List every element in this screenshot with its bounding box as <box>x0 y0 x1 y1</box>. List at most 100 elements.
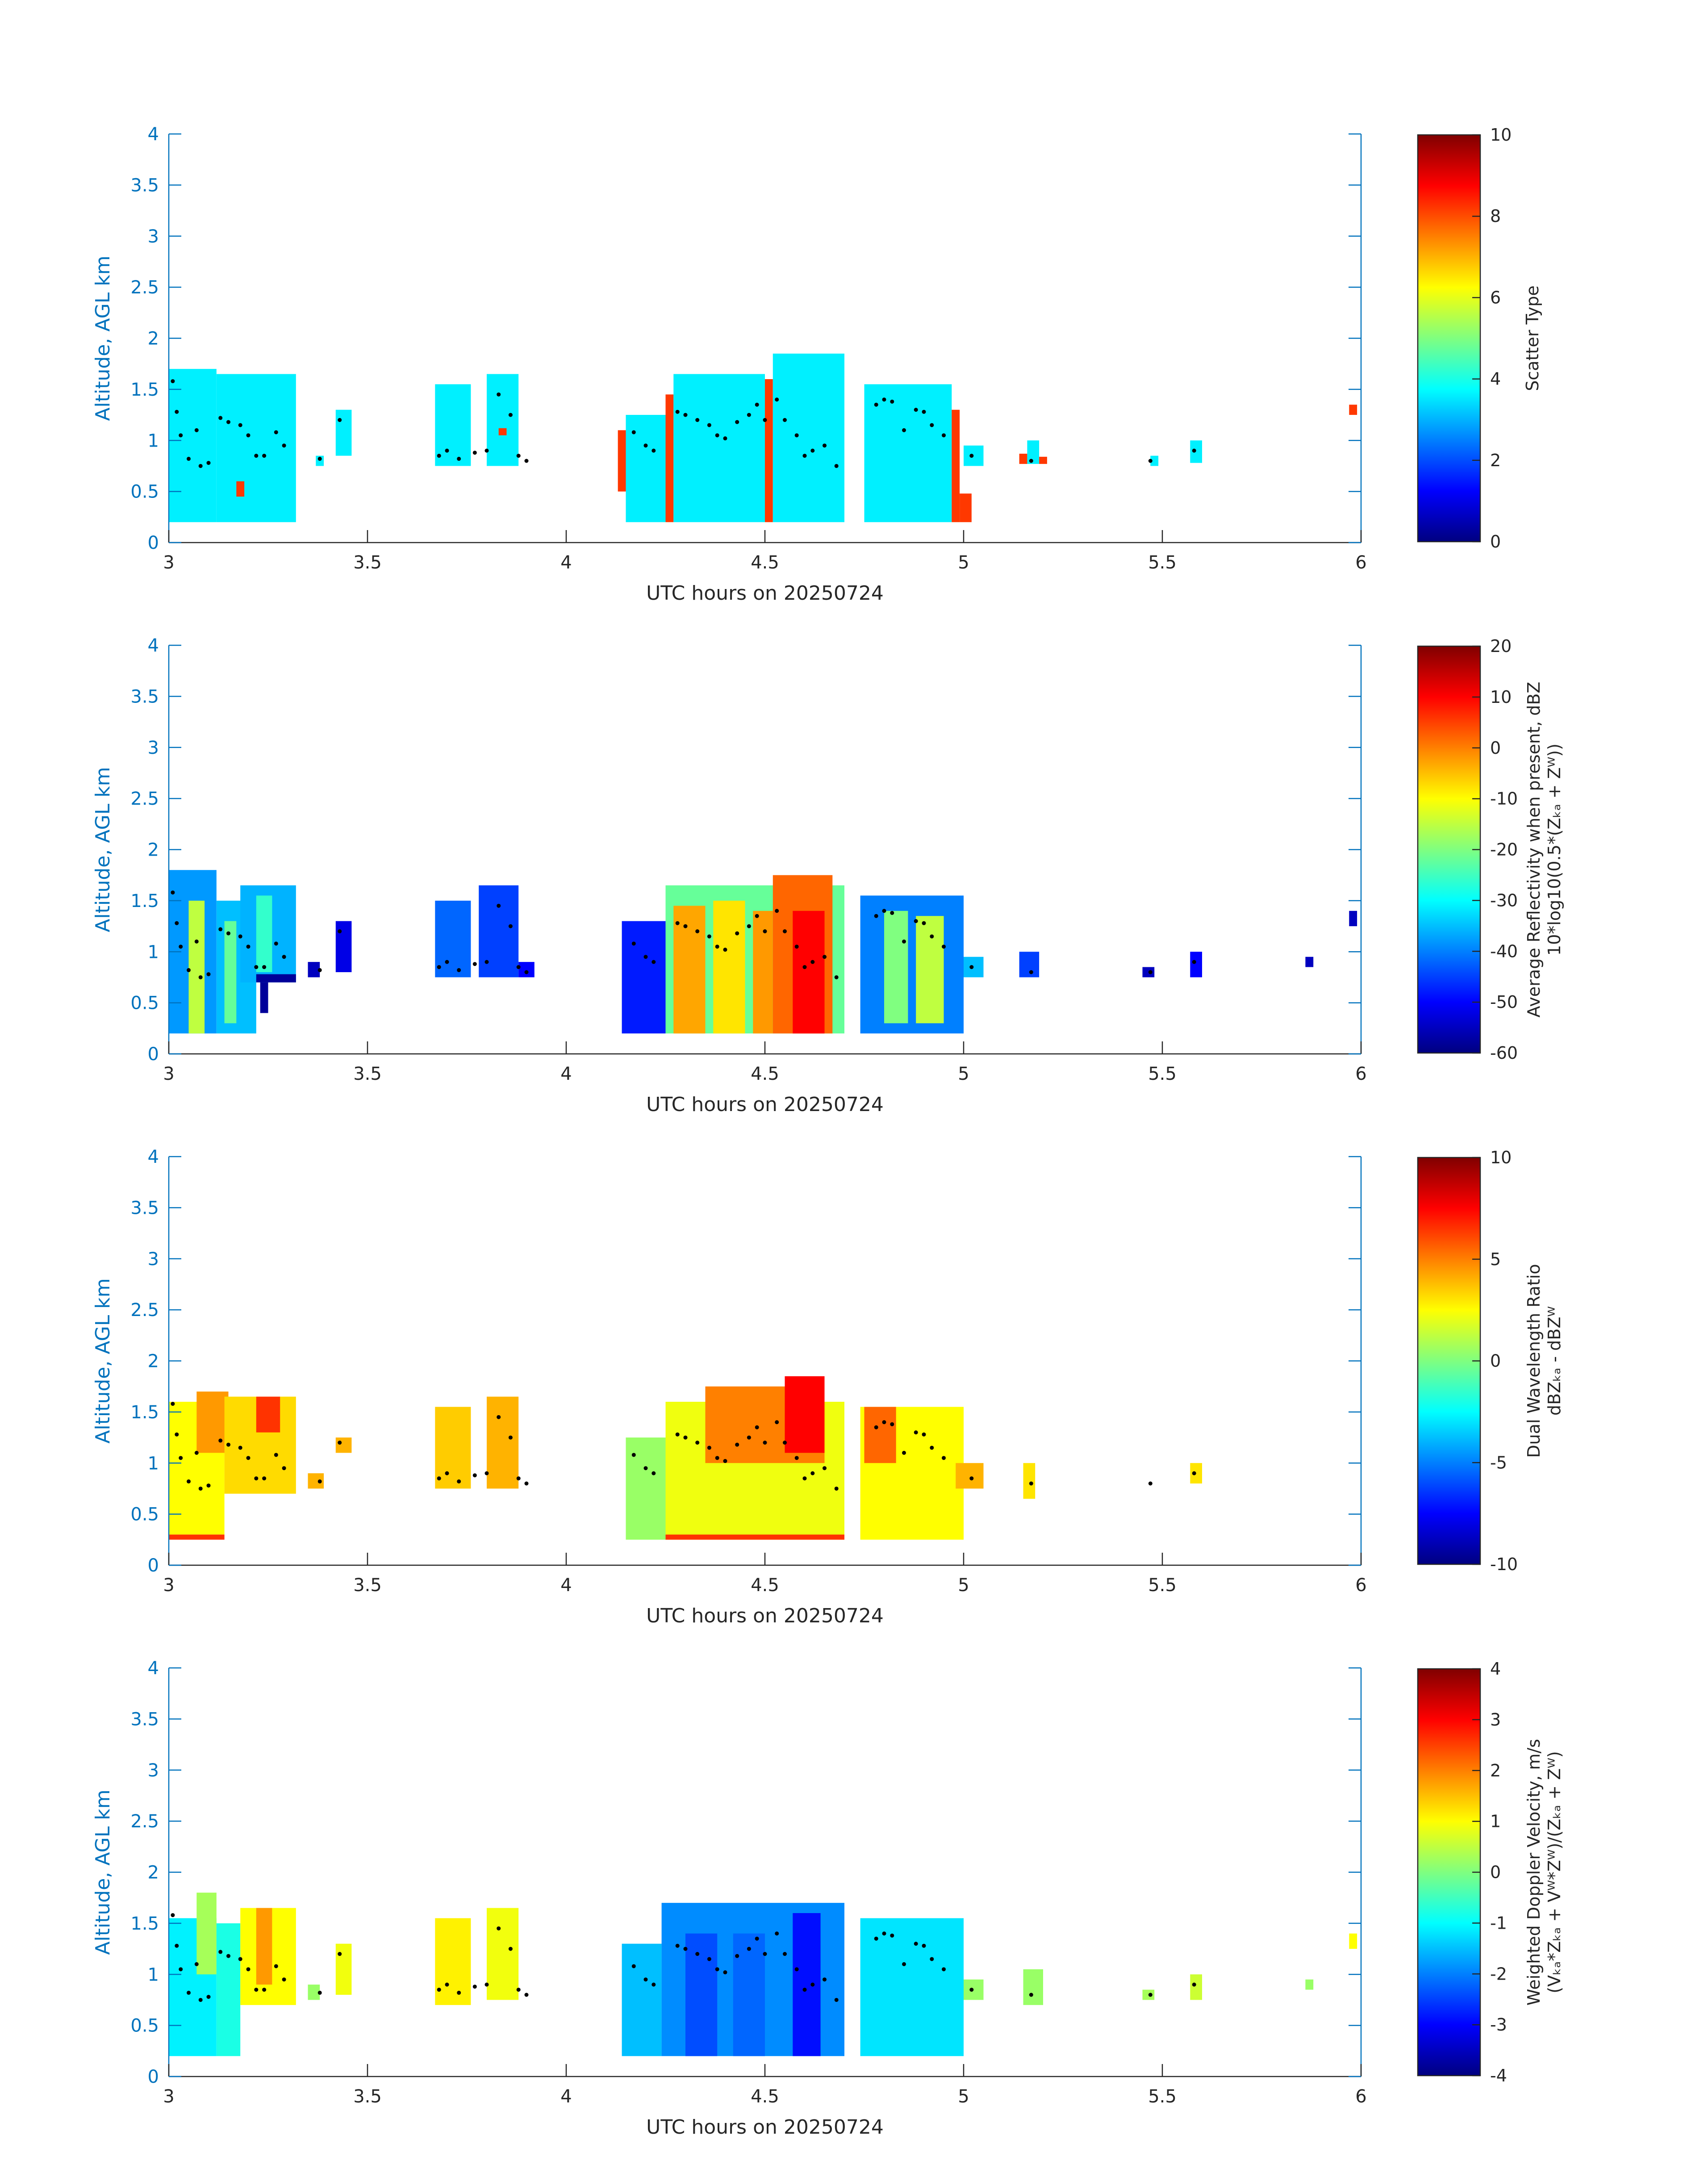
marker-dot <box>226 1954 230 1958</box>
marker-dot <box>338 418 342 422</box>
marker-dot <box>179 1967 183 1972</box>
marker-dot <box>747 1435 751 1440</box>
colorbar-tick-label: -20 <box>1490 840 1518 860</box>
marker-dot <box>882 397 886 402</box>
marker-dot <box>775 1420 779 1425</box>
y-tick-label: 2 <box>148 1863 159 1883</box>
marker-dot <box>675 1943 680 1948</box>
colorbar-tick-label: -2 <box>1490 1964 1507 1984</box>
colorbar-tick-label: -10 <box>1490 789 1518 809</box>
marker-dot <box>437 454 441 458</box>
marker-dot <box>810 1471 815 1475</box>
heatmap-cell <box>308 962 320 978</box>
colorbar-tick-label: 1 <box>1490 1812 1501 1831</box>
y-axis-label: Altitude, AGL km <box>92 1789 114 1955</box>
colorbar-tick-label: -1 <box>1490 1913 1507 1933</box>
marker-dot <box>1148 1481 1153 1486</box>
heatmap-cell <box>196 1391 229 1453</box>
marker-dot <box>317 968 322 972</box>
x-axis-label: UTC hours on 20250724 <box>646 2116 884 2139</box>
colorbar-label: Average Reflectivity when present, dBZ <box>1524 682 1544 1018</box>
marker-dot <box>922 1943 926 1948</box>
heatmap-cell <box>335 921 352 972</box>
marker-dot <box>187 968 191 972</box>
marker-dot <box>747 924 751 928</box>
marker-dot <box>695 929 700 933</box>
x-tick-label: 4.5 <box>751 552 779 573</box>
x-tick-label: 5.5 <box>1148 1064 1177 1084</box>
x-tick-label: 4 <box>560 1064 572 1084</box>
marker-dot <box>282 1977 286 1982</box>
y-tick-label: 1.5 <box>130 380 159 400</box>
heatmap-cell <box>622 921 666 1034</box>
marker-dot <box>707 1957 711 1961</box>
marker-dot <box>874 1936 878 1941</box>
marker-dot <box>874 402 878 407</box>
chart-panel-2: 3 3.5 4 4.5 5 5.5 6 0 0.5 1 1.5 2 2.5 3 3.5 4 UTC hours … <box>92 635 1564 1116</box>
marker-dot <box>262 1988 267 1992</box>
heatmap-cell <box>435 1918 471 2005</box>
heatmap-cell <box>224 921 237 1024</box>
marker-dots <box>171 1913 1196 2002</box>
x-tick-label: 4 <box>560 1575 572 1596</box>
panels: 3 3.5 4 4.5 5 5.5 6 0 0.5 1 1.5 2 2.5 3 3.5 4 UTC hours … <box>92 124 1564 2139</box>
x-tick-label: 4 <box>560 2086 572 2107</box>
marker-dot <box>226 1442 230 1447</box>
marker-dot <box>763 1952 767 1956</box>
marker-dot <box>171 1913 175 1918</box>
x-axis-label: UTC hours on 20250724 <box>646 582 884 605</box>
marker-dot <box>457 456 461 461</box>
y-tick-label: 3 <box>148 1760 159 1781</box>
marker-dot <box>282 955 286 959</box>
marker-dot <box>643 1977 648 1982</box>
marker-dot <box>942 1967 946 1972</box>
marker-dot <box>238 934 242 939</box>
marker-dot <box>834 1486 839 1491</box>
marker-dot <box>695 1952 700 1956</box>
marker-dot <box>723 436 727 441</box>
marker-dot <box>484 448 489 453</box>
x-tick-label: 5 <box>958 1064 969 1084</box>
y-tick-label: 3 <box>148 1249 159 1270</box>
marker-dot <box>238 423 242 427</box>
colorbar-label: Dual Wavelength Ratio <box>1524 1264 1544 1458</box>
marker-dot <box>834 1997 839 2002</box>
marker-dot <box>823 443 827 448</box>
colorbar-gradient <box>1417 134 1481 543</box>
marker-dot <box>651 448 656 453</box>
marker-dot <box>445 1471 449 1475</box>
colorbar-tick-label: -50 <box>1490 992 1518 1012</box>
marker-dot <box>238 1446 242 1450</box>
marker-dot <box>882 909 886 913</box>
marker-dot <box>755 1425 759 1429</box>
marker-dot <box>472 1473 477 1478</box>
marker-dot <box>810 448 815 453</box>
marker-dot <box>338 1441 342 1445</box>
marker-dot <box>834 975 839 979</box>
heatmap-cell <box>860 1918 964 2056</box>
marker-dot <box>274 1453 278 1457</box>
marker-dot <box>262 1476 267 1481</box>
heatmap-cell <box>1027 440 1040 464</box>
heatmap-cell <box>196 1893 217 1975</box>
marker-dot <box>651 960 656 964</box>
heatmap-cell <box>765 379 773 522</box>
marker-dot <box>1029 970 1033 974</box>
y-tick-label: 4 <box>148 1147 159 1167</box>
marker-dot <box>1148 970 1153 974</box>
marker-dot <box>175 921 179 925</box>
marker-dot <box>226 931 230 936</box>
colorbar-label: dBZₖₐ - dBZᵂ <box>1545 1306 1564 1416</box>
colorbar-tick-label: -10 <box>1490 1554 1518 1574</box>
x-tick-label: 3.5 <box>353 1575 382 1596</box>
y-tick-label: 3 <box>148 738 159 758</box>
marker-dot <box>969 965 974 969</box>
marker-dot <box>783 418 787 422</box>
heatmap-cell <box>1305 1979 1314 1990</box>
marker-dot <box>735 1442 739 1447</box>
heatmap-cell <box>479 885 519 978</box>
y-tick-label: 2.5 <box>130 789 159 809</box>
marker-dot <box>497 903 501 908</box>
heatmap-cell <box>685 1933 718 2056</box>
marker-dots <box>171 1402 1196 1491</box>
